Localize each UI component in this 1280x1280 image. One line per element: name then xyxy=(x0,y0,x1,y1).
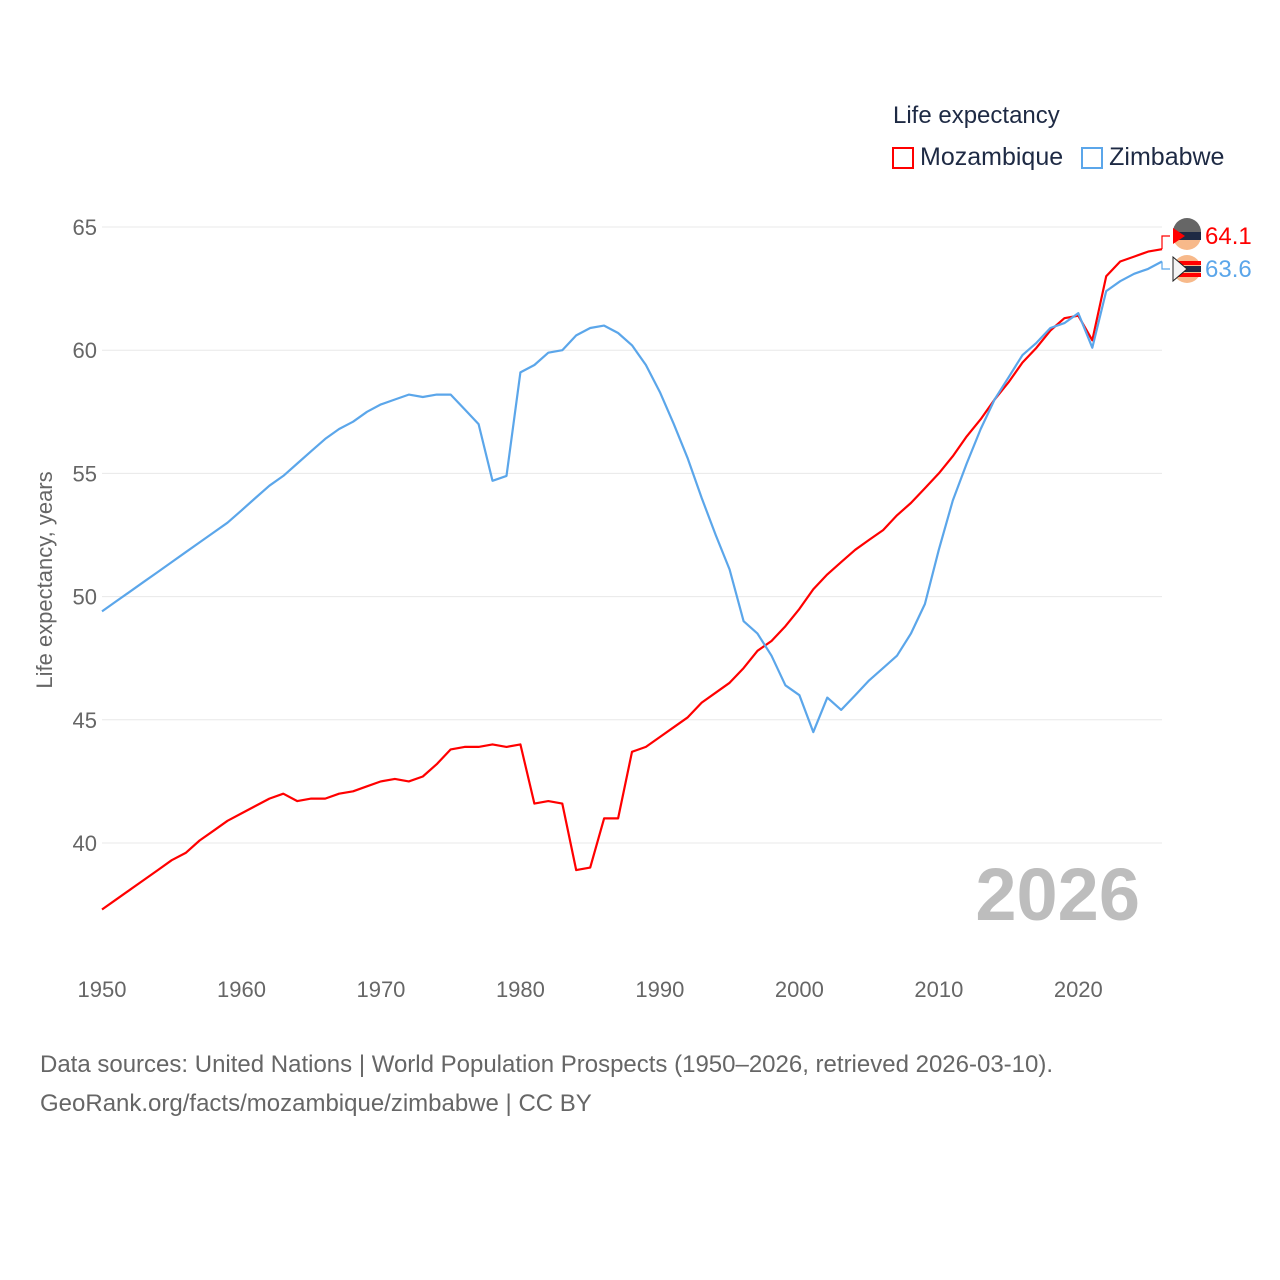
series-line-zimbabwe xyxy=(101,260,1163,734)
x-tick-label: 2000 xyxy=(775,977,824,1002)
flag-icon-mozambique xyxy=(1173,218,1201,250)
legend: Mozambique Zimbabwe xyxy=(892,143,1224,172)
y-tick-label: 40 xyxy=(73,831,97,856)
legend-item-zimbabwe[interactable]: Zimbabwe xyxy=(1081,143,1224,172)
source-line: Data sources: United Nations | World Pop… xyxy=(40,1051,1054,1078)
x-tick-label: 1980 xyxy=(496,977,545,1002)
year-watermark: 2026 xyxy=(975,853,1140,936)
end-label-connector xyxy=(1161,235,1170,250)
x-tick-label: 1970 xyxy=(356,977,405,1002)
y-tick-label: 45 xyxy=(73,708,97,733)
x-tick-label: 1950 xyxy=(78,977,127,1002)
legend-label-mozambique: Mozambique xyxy=(920,143,1064,171)
x-tick-label: 1990 xyxy=(635,977,684,1002)
source-link[interactable]: GeoRank.org/facts/mozambique/zimbabwe | … xyxy=(40,1090,592,1117)
x-tick-label: 1960 xyxy=(217,977,266,1002)
y-axis-label: Life expectancy, years xyxy=(32,471,57,688)
x-tick-label: 2020 xyxy=(1054,977,1103,1002)
x-tick-label: 2010 xyxy=(914,977,963,1002)
legend-swatch-mozambique xyxy=(892,146,914,169)
line-chart: 40 45 50 55 60 65 1950 1960 1970 1980 1990 2000 201… xyxy=(32,215,1252,1002)
y-tick-label: 50 xyxy=(73,585,97,610)
end-label-connector xyxy=(1161,261,1170,270)
end-value-label-zimbabwe: 63.6 xyxy=(1205,256,1252,283)
legend-title: Life expectancy xyxy=(893,102,1060,129)
legend-label-zimbabwe: Zimbabwe xyxy=(1109,143,1225,171)
y-tick-label: 55 xyxy=(73,461,97,486)
legend-swatch-zimbabwe xyxy=(1081,146,1104,169)
end-value-label-mozambique: 64.1 xyxy=(1205,223,1252,250)
y-tick-label: 60 xyxy=(73,338,97,363)
series-line-mozambique xyxy=(101,248,1163,911)
y-tick-label: 65 xyxy=(73,215,97,240)
flag-icon-zimbabwe xyxy=(1172,255,1201,283)
source-footer: Data sources: United Nations | World Pop… xyxy=(40,1045,1053,1123)
legend-item-mozambique[interactable]: Mozambique xyxy=(892,143,1063,172)
